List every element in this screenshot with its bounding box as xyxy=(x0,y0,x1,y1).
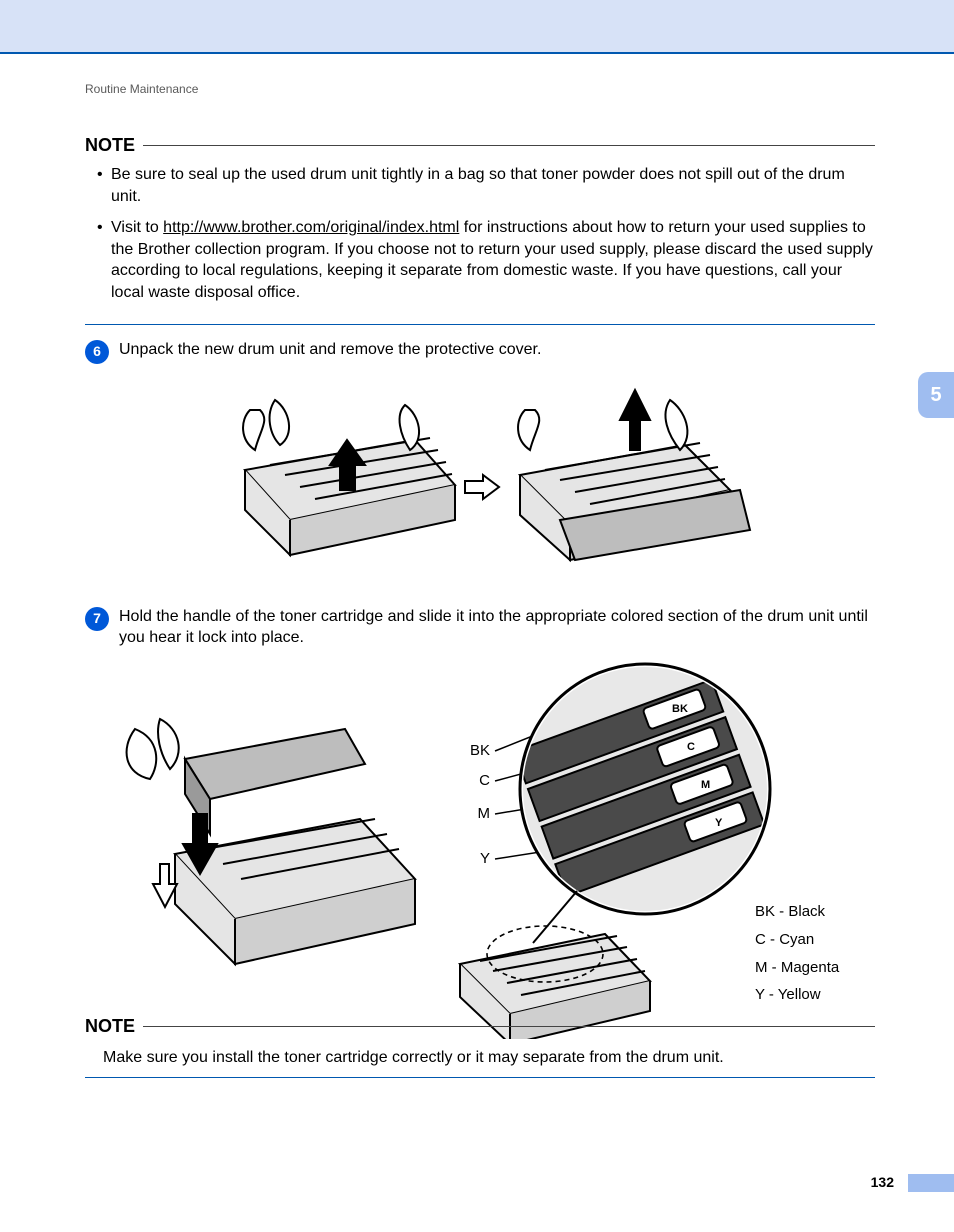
breadcrumb: Routine Maintenance xyxy=(85,82,198,96)
footer-bar xyxy=(908,1174,954,1192)
top-band xyxy=(0,0,954,52)
top-rule xyxy=(0,52,954,54)
page-number: 132 xyxy=(871,1174,894,1190)
color-legend: BK - Black C - Cyan M - Magenta Y - Yell… xyxy=(755,898,839,1009)
step-6-text: Unpack the new drum unit and remove the … xyxy=(119,339,875,364)
label-bk: BK xyxy=(470,742,490,759)
legend-code: C xyxy=(755,931,766,948)
bullet-text: Visit to http://www.brother.com/original… xyxy=(111,217,875,303)
label-m: M xyxy=(478,805,491,822)
legend-code: Y xyxy=(755,986,765,1003)
legend-code: BK xyxy=(755,903,775,920)
legend-code: M xyxy=(755,959,768,976)
legend-row: Y - Yellow xyxy=(755,981,839,1009)
note2-label: NOTE xyxy=(85,1016,135,1037)
step-7-badge: 7 xyxy=(85,607,109,631)
legend-name: Cyan xyxy=(779,931,814,948)
step-6-badge: 6 xyxy=(85,340,109,364)
legend-row: BK - Black xyxy=(755,898,839,926)
slot-m: M xyxy=(701,779,710,791)
figure-1-svg xyxy=(200,380,760,580)
page: Routine Maintenance 5 NOTE • Be sure to … xyxy=(0,0,954,1232)
note1-body: • Be sure to seal up the used drum unit … xyxy=(85,164,875,325)
note2-head: NOTE xyxy=(85,1016,875,1037)
bullet-dot: • xyxy=(97,164,111,207)
step-7: 7 Hold the handle of the toner cartridge… xyxy=(85,606,875,649)
legend-row: M - Magenta xyxy=(755,954,839,982)
slot-bk: BK xyxy=(672,703,688,715)
legend-name: Magenta xyxy=(781,959,839,976)
slot-c: C xyxy=(687,741,695,753)
bullet-prefix: Visit to xyxy=(111,219,163,236)
bullet-dot: • xyxy=(97,217,111,303)
step-6: 6 Unpack the new drum unit and remove th… xyxy=(85,339,875,364)
step-7-text: Hold the handle of the toner cartridge a… xyxy=(119,606,875,649)
brother-link[interactable]: http://www.brother.com/original/index.ht… xyxy=(163,219,459,236)
note2: NOTE Make sure you install the toner car… xyxy=(85,1016,875,1078)
note2-rule xyxy=(143,1026,875,1027)
note1-head: NOTE xyxy=(85,135,875,156)
legend-sep: - xyxy=(765,986,778,1003)
note1-label: NOTE xyxy=(85,135,135,156)
note1-rule xyxy=(143,145,875,146)
legend-row: C - Cyan xyxy=(755,926,839,954)
slot-y: Y xyxy=(715,817,723,829)
legend-sep: - xyxy=(775,903,788,920)
note1-bullet-0: • Be sure to seal up the used drum unit … xyxy=(85,164,875,207)
legend-sep: - xyxy=(766,931,779,948)
label-c: C xyxy=(479,772,490,789)
section-tab: 5 xyxy=(918,372,954,418)
figure-1 xyxy=(85,380,875,580)
legend-name: Black xyxy=(788,903,825,920)
bullet-text: Be sure to seal up the used drum unit ti… xyxy=(111,164,875,207)
note1-bullet-1: • Visit to http://www.brother.com/origin… xyxy=(85,217,875,303)
legend-name: Yellow xyxy=(778,986,821,1003)
label-y: Y xyxy=(480,850,490,867)
legend-sep: - xyxy=(768,959,781,976)
note2-text: Make sure you install the toner cartridg… xyxy=(85,1045,875,1078)
